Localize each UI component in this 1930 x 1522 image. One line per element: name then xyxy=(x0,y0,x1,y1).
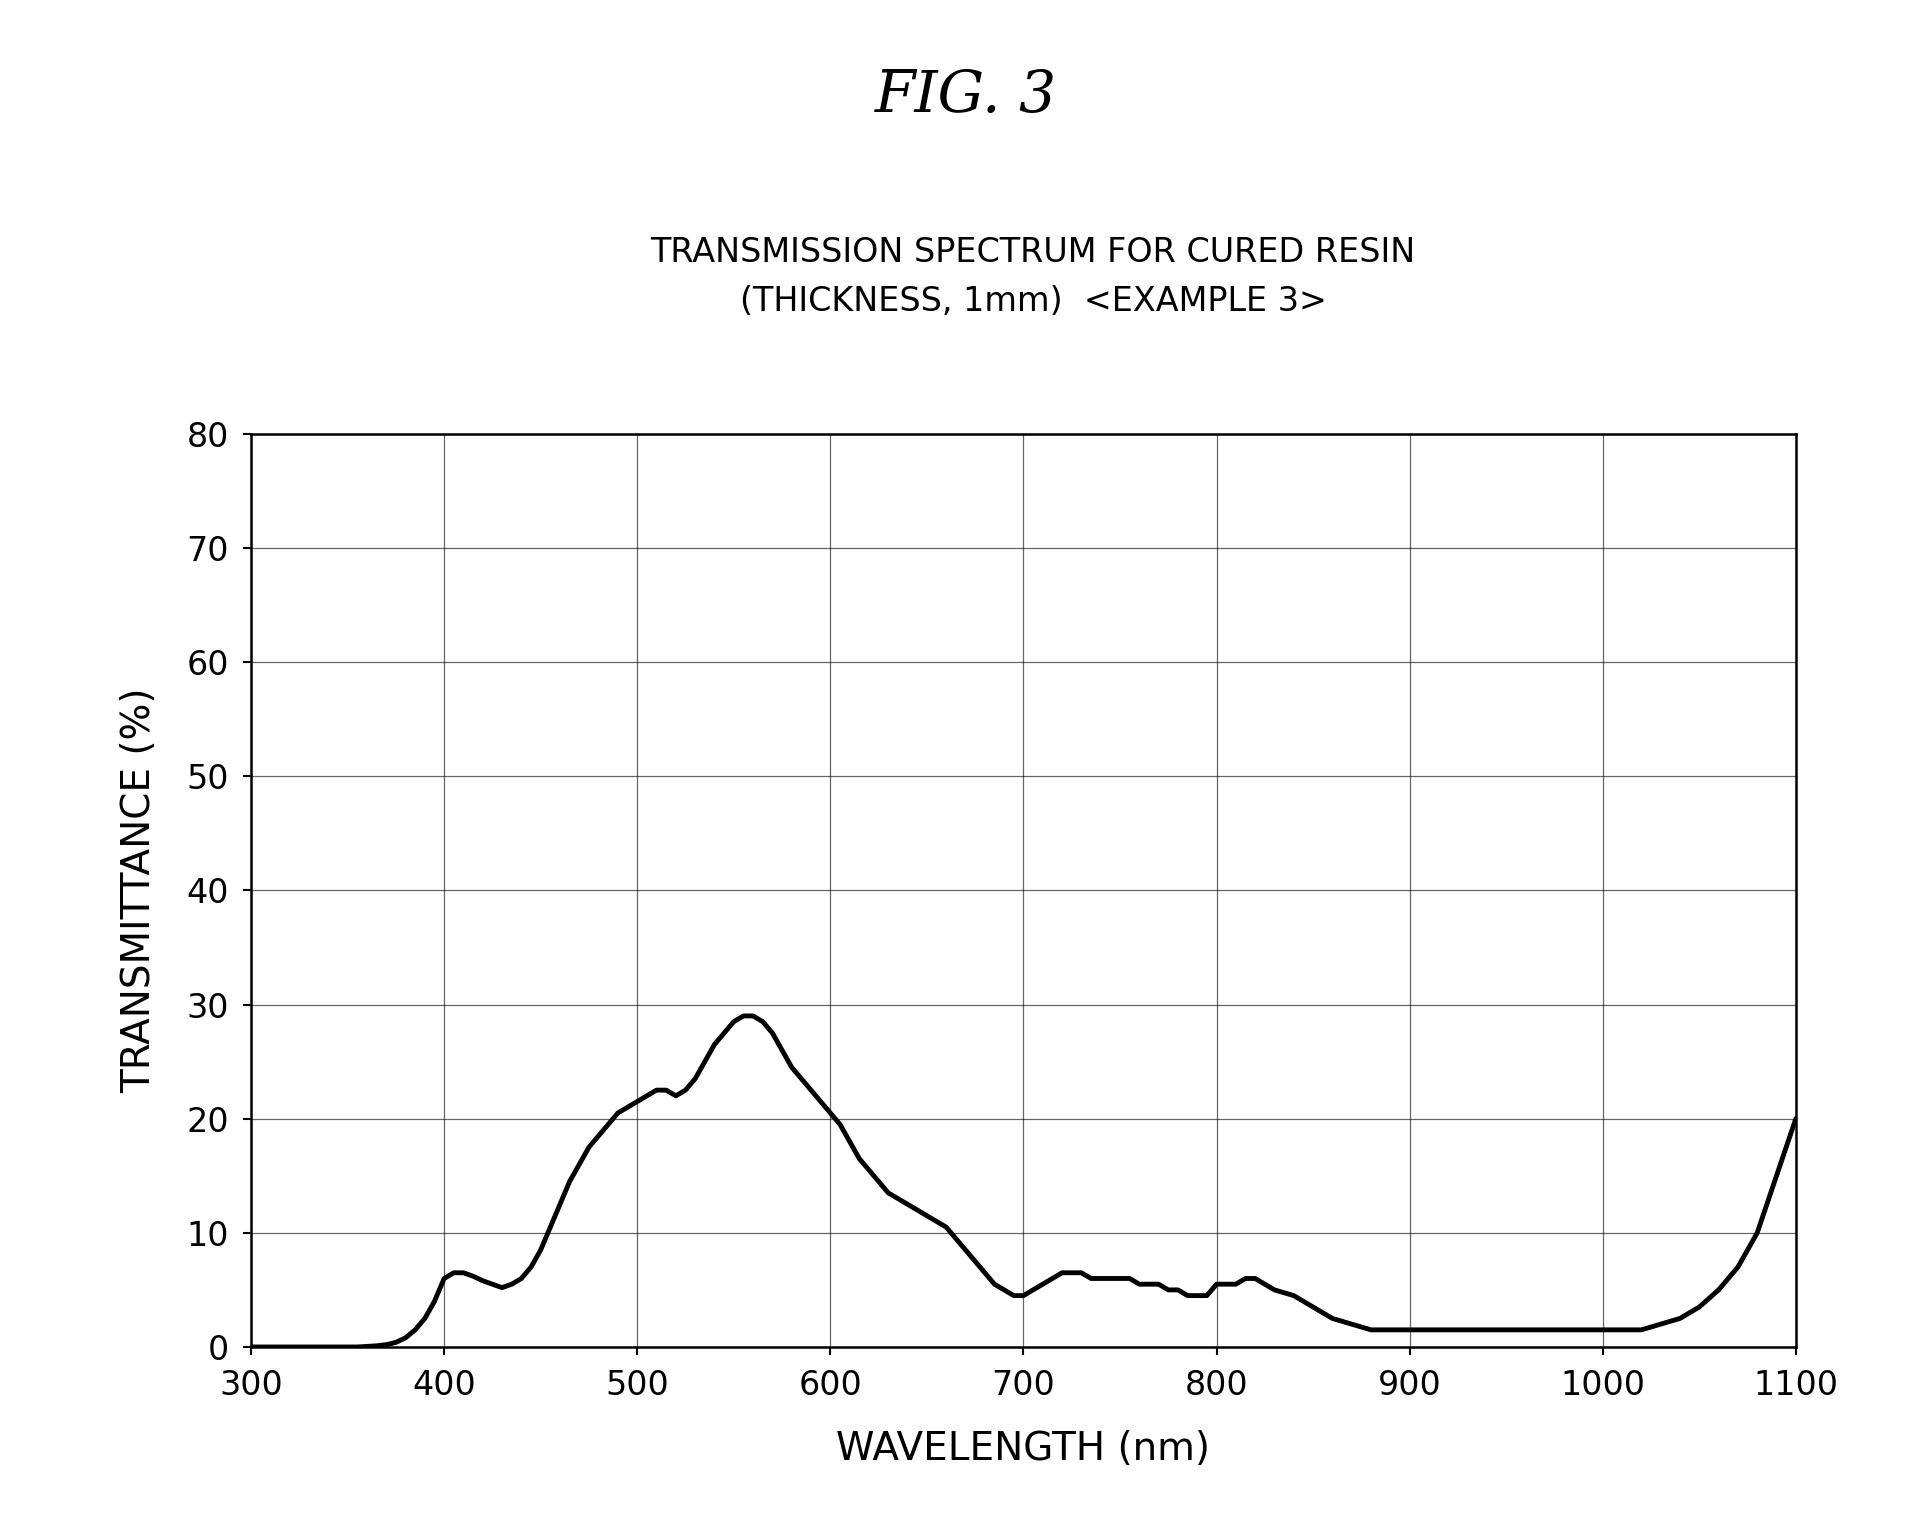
X-axis label: WAVELENGTH (nm): WAVELENGTH (nm) xyxy=(836,1431,1210,1469)
Text: FIG. 3: FIG. 3 xyxy=(874,68,1056,125)
Y-axis label: TRANSMITTANCE (%): TRANSMITTANCE (%) xyxy=(120,688,158,1093)
Text: TRANSMISSION SPECTRUM FOR CURED RESIN
(THICKNESS, 1mm)  <EXAMPLE 3>: TRANSMISSION SPECTRUM FOR CURED RESIN (T… xyxy=(650,236,1415,318)
